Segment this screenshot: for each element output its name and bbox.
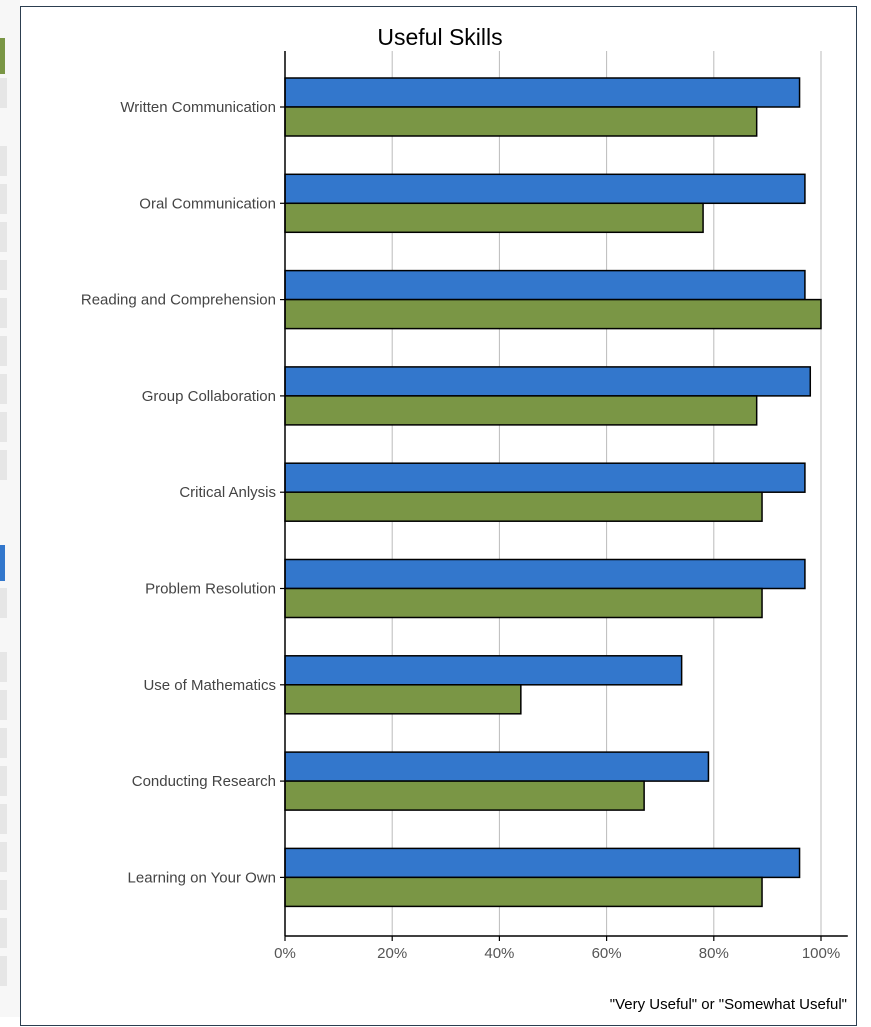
bar-chart: Useful Skills Written Communication Oral … [81, 24, 848, 1013]
x-tick-label: 100% [802, 945, 840, 962]
strip-row [0, 652, 7, 682]
category-labels: Written Communication Oral Communication R… [81, 99, 276, 886]
bar [284, 587, 763, 619]
x-tick-label: 80% [699, 945, 729, 962]
category-label: Learning on Your Own [128, 869, 276, 886]
bar [284, 298, 822, 330]
left-panel-strip [0, 0, 20, 1017]
bar [284, 395, 758, 426]
bar [284, 847, 801, 879]
bar [284, 558, 806, 590]
bar [284, 751, 710, 782]
x-tick-label: 20% [377, 945, 407, 962]
bar [284, 366, 812, 397]
strip-row [0, 222, 7, 252]
category-label: Problem Resolution [145, 581, 276, 598]
strip-row [0, 374, 7, 404]
x-tick-label: 0% [274, 945, 296, 962]
category-label: Conducting Research [132, 773, 276, 790]
strip-row [0, 918, 7, 948]
strip-row [0, 336, 7, 366]
bar [284, 202, 704, 234]
category-label: Group Collaboration [142, 388, 276, 405]
x-tick-label: 40% [484, 945, 514, 962]
strip-row [0, 804, 7, 834]
strip-row [0, 146, 7, 176]
bar [284, 780, 645, 811]
strip-row [0, 880, 7, 910]
bars [284, 77, 822, 908]
strip-row [0, 766, 7, 796]
bar [284, 491, 763, 522]
axes [280, 51, 848, 941]
strip-row [0, 412, 7, 442]
strip-row [0, 956, 7, 986]
strip-row [0, 842, 7, 872]
strip-row [0, 728, 7, 758]
bar [284, 655, 683, 686]
bar [284, 106, 758, 137]
bar [284, 462, 806, 493]
category-label: Critical Anlysis [179, 484, 276, 501]
strip-accent [0, 545, 5, 581]
bar [284, 876, 763, 908]
chart-frame: Useful Skills Written Communication Oral … [20, 6, 857, 1026]
category-label: Use of Mathematics [143, 677, 276, 694]
category-label: Reading and Comprehension [81, 292, 276, 309]
strip-row [0, 690, 7, 720]
x-tick-labels: 0% 20% 40% 60% 80% 100% [274, 945, 840, 962]
x-axis-label: "Very Useful" or "Somewhat Useful" [610, 996, 847, 1013]
category-label: Written Communication [120, 99, 276, 116]
strip-accent [0, 38, 5, 74]
strip-row [0, 588, 7, 618]
strip-row [0, 260, 7, 290]
bar [284, 77, 801, 108]
x-tick-label: 60% [592, 945, 622, 962]
bar [284, 269, 806, 301]
strip-row [0, 450, 7, 480]
bar [284, 684, 522, 715]
strip-row [0, 78, 7, 108]
chart-title: Useful Skills [377, 24, 502, 50]
bar [284, 173, 806, 205]
strip-row [0, 184, 7, 214]
category-label: Oral Communication [139, 195, 276, 212]
strip-row [0, 298, 7, 328]
